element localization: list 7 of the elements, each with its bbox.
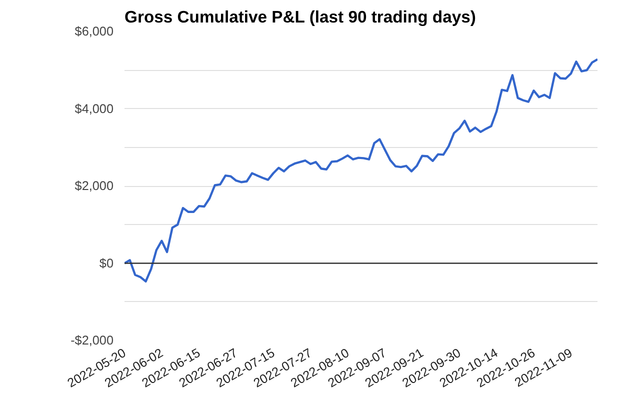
- y-tick-label: -$2,000: [70, 334, 114, 348]
- y-tick-label: $4,000: [74, 102, 114, 116]
- y-tick-label: $6,000: [74, 24, 114, 38]
- line-series: [124, 58, 598, 283]
- y-tick-label: $0: [99, 256, 114, 270]
- y-tick-label: $2,000: [74, 179, 114, 193]
- chart-title: Gross Cumulative P&L (last 90 trading days): [124, 8, 476, 26]
